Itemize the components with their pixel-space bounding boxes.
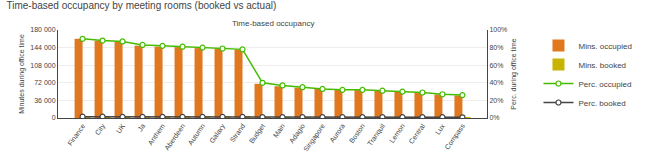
- svg-text:Perc. occupied: Perc. occupied: [578, 80, 631, 89]
- svg-text:Aberdeen: Aberdeen: [163, 122, 186, 151]
- svg-text:Galaxy: Galaxy: [208, 122, 227, 145]
- svg-text:UK: UK: [115, 122, 127, 134]
- svg-text:108 000: 108 000: [30, 62, 55, 69]
- svg-text:Time-based occupancy by meetin: Time-based occupancy by meeting rooms (b…: [7, 0, 277, 11]
- svg-text:Adagio: Adagio: [288, 122, 307, 145]
- svg-text:Boston: Boston: [348, 122, 366, 144]
- svg-text:40%: 40%: [489, 79, 503, 86]
- svg-text:Aurora: Aurora: [328, 122, 346, 143]
- svg-text:Minutes during office time: Minutes during office time: [18, 34, 26, 114]
- svg-text:Singapore: Singapore: [302, 122, 327, 153]
- svg-text:60%: 60%: [489, 62, 503, 69]
- svg-text:City: City: [94, 122, 108, 137]
- svg-text:0: 0: [52, 114, 56, 121]
- svg-text:Perc. booked: Perc. booked: [578, 99, 625, 108]
- svg-text:Lux: Lux: [434, 122, 446, 136]
- svg-text:Main: Main: [272, 122, 286, 139]
- svg-text:Lemon: Lemon: [388, 122, 406, 144]
- svg-text:20%: 20%: [489, 97, 503, 104]
- svg-text:Ja: Ja: [136, 122, 146, 132]
- svg-text:80%: 80%: [489, 44, 503, 51]
- svg-text:180 000: 180 000: [30, 26, 55, 33]
- svg-text:72 000: 72 000: [34, 79, 56, 86]
- svg-text:36 000: 36 000: [34, 97, 56, 104]
- svg-text:Tranquil: Tranquil: [366, 122, 387, 147]
- svg-text:Anthem: Anthem: [147, 122, 167, 146]
- svg-text:Finance: Finance: [66, 122, 86, 147]
- svg-text:Time-based occupancy: Time-based occupancy: [232, 19, 314, 28]
- svg-text:Central: Central: [407, 122, 426, 145]
- svg-text:Mins. occupied: Mins. occupied: [578, 42, 631, 51]
- svg-text:Strand: Strand: [229, 122, 247, 143]
- svg-text:Compass: Compass: [443, 122, 467, 151]
- svg-text:Perc. during office time: Perc. during office time: [510, 38, 518, 110]
- svg-text:144 000: 144 000: [30, 44, 55, 51]
- svg-text:Autumn: Autumn: [187, 122, 207, 146]
- svg-text:Mins. booked: Mins. booked: [578, 61, 626, 70]
- svg-text:Budget: Budget: [248, 122, 267, 145]
- svg-text:0%: 0%: [489, 114, 499, 121]
- svg-text:100%: 100%: [489, 26, 507, 33]
